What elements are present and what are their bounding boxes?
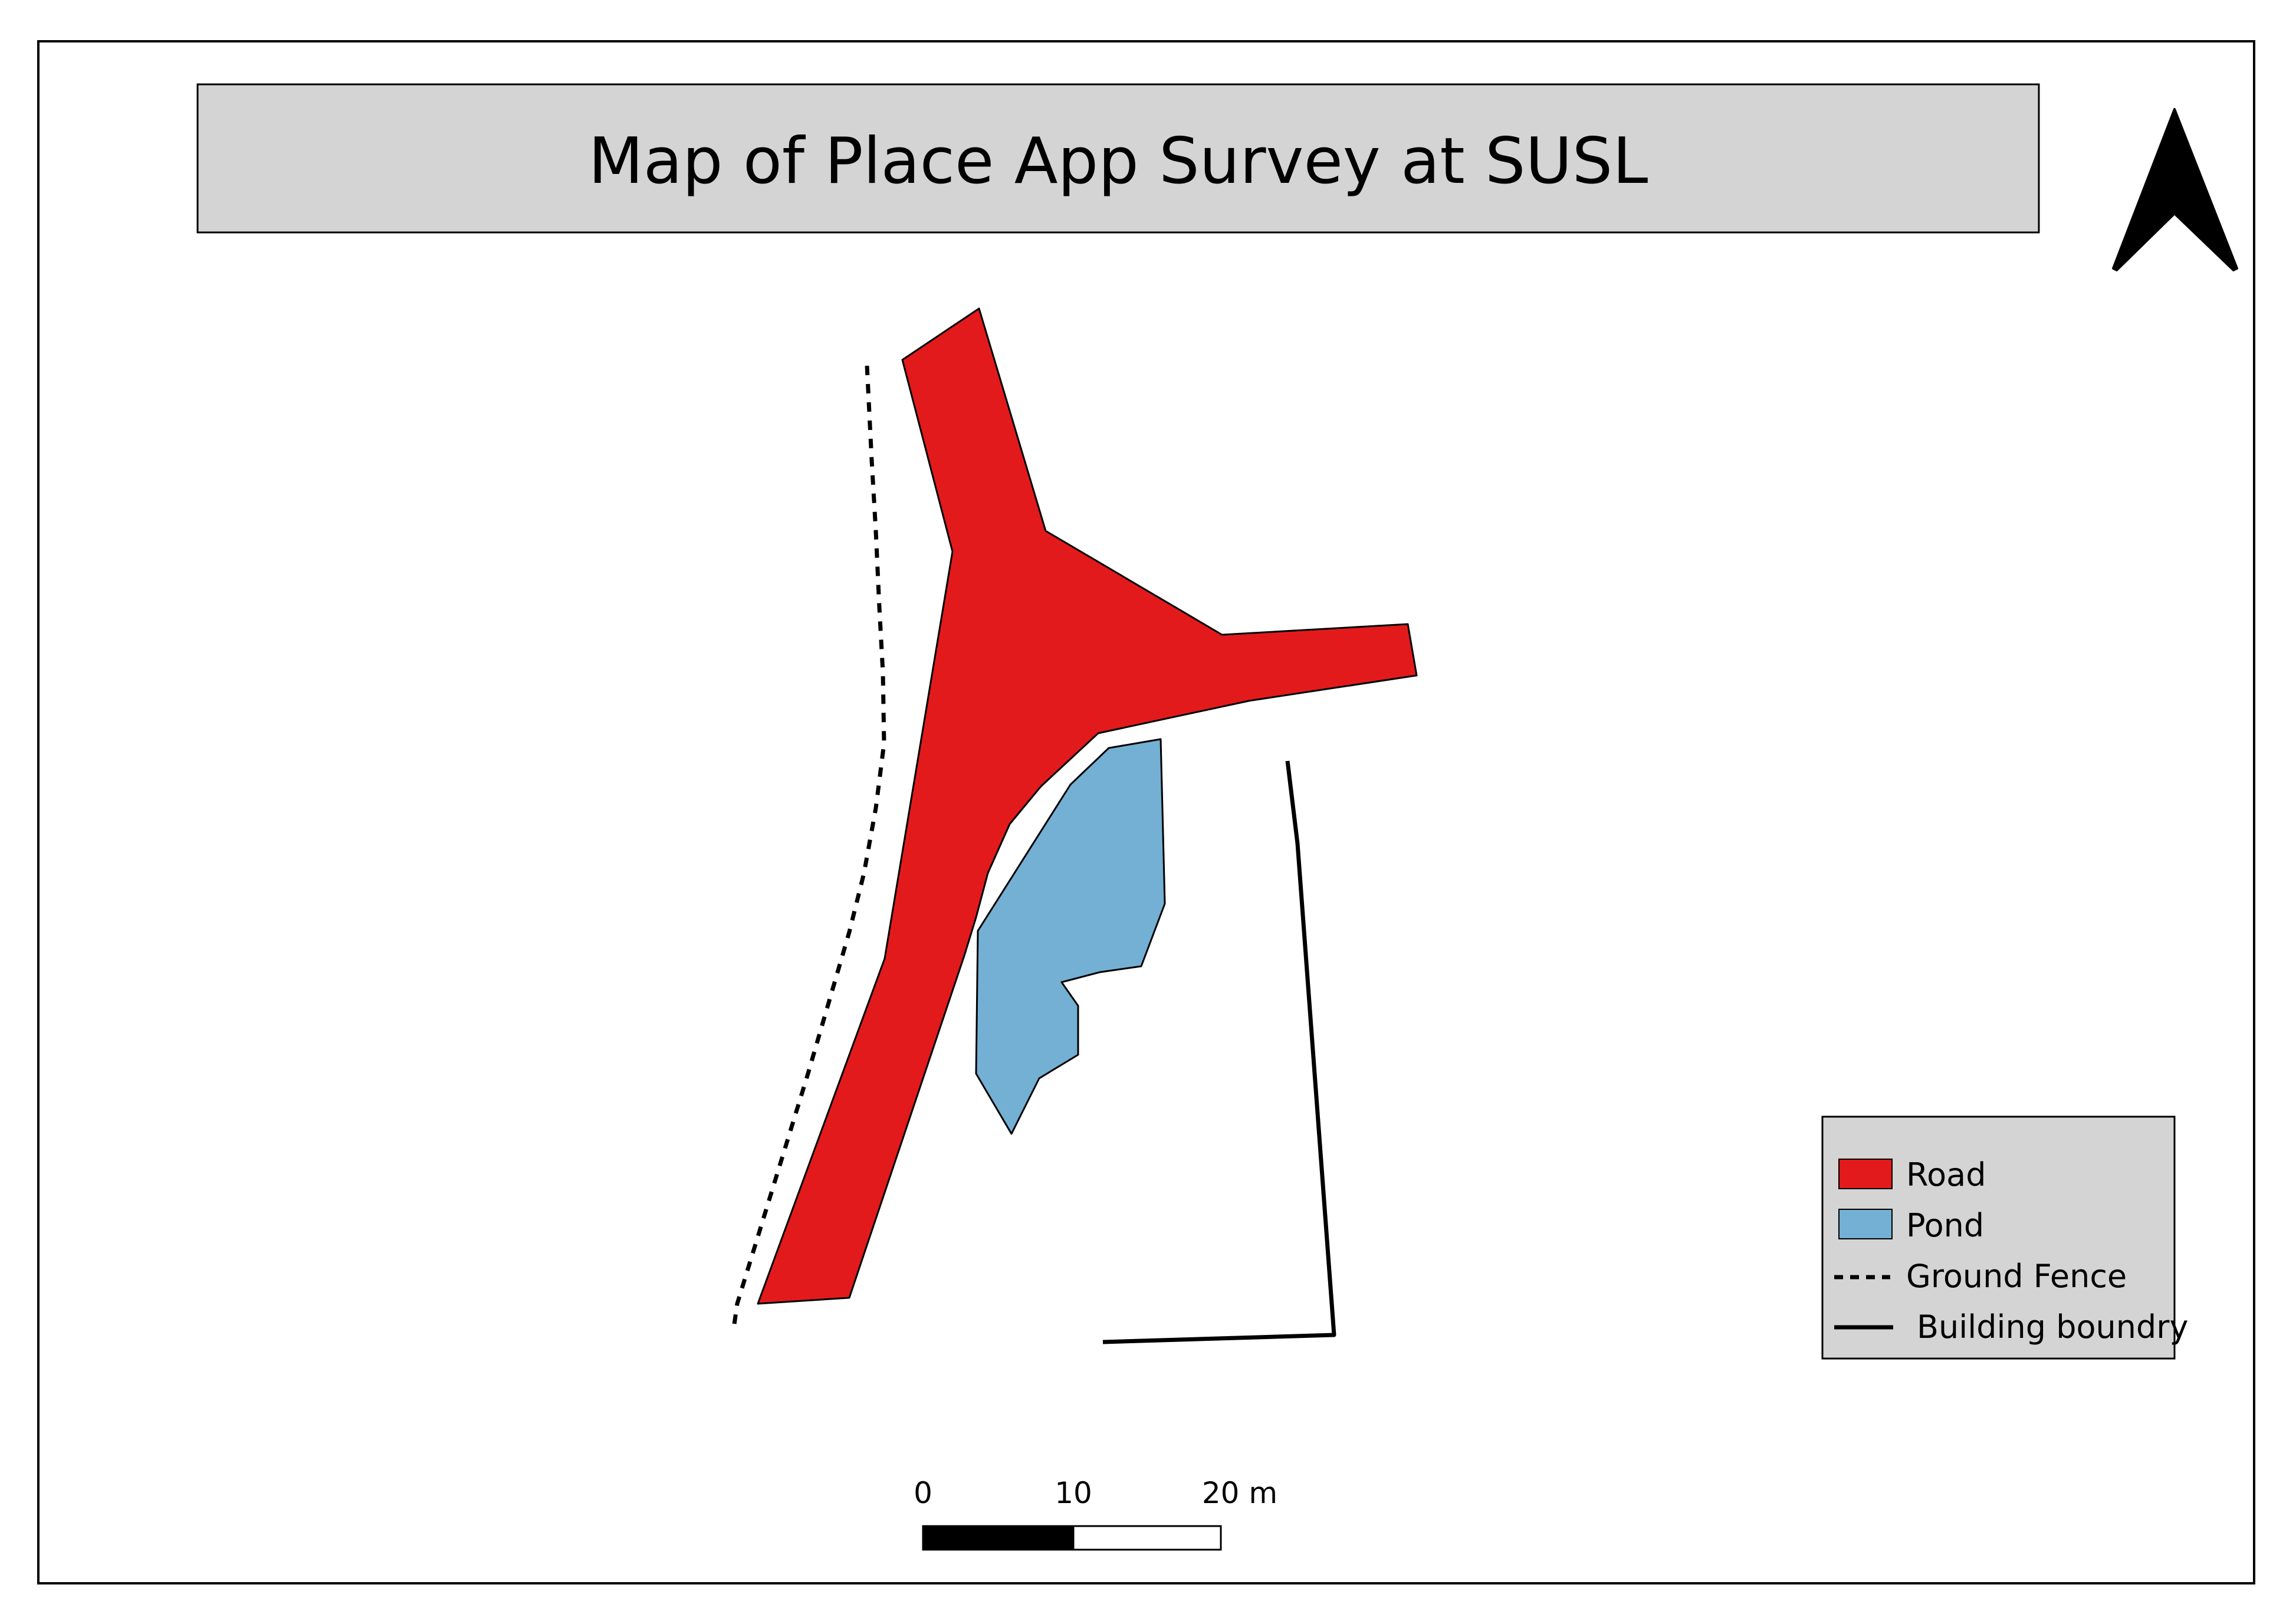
legend-label-building: Building boundry bbox=[1917, 1308, 2188, 1346]
scale-label-0: 0 bbox=[914, 1476, 932, 1510]
scale-label-10: 10 bbox=[1055, 1476, 1092, 1510]
ground-fence bbox=[732, 365, 886, 1325]
scale-segment-light bbox=[1072, 1525, 1222, 1551]
road-area bbox=[757, 307, 1418, 1305]
title-box: Map of Place App Survey at SUSL bbox=[196, 83, 2040, 234]
building-boundary bbox=[1102, 760, 1336, 1344]
legend-label-fence: Ground Fence bbox=[1906, 1258, 2127, 1295]
north-arrow-icon bbox=[2112, 108, 2238, 271]
legend-label-road: Road bbox=[1906, 1156, 1986, 1193]
scale-label-20: 20 m bbox=[1202, 1476, 1277, 1510]
scale-bar: 0 10 20 m bbox=[914, 1476, 1277, 1551]
legend: Road Pond Ground Fence Building boundry bbox=[1821, 1116, 2188, 1360]
legend-label-pond: Pond bbox=[1906, 1207, 1984, 1244]
scale-segment-dark bbox=[922, 1525, 1075, 1551]
legend-pond-swatch bbox=[1838, 1209, 1893, 1239]
pond-area bbox=[975, 738, 1166, 1135]
map-title: Map of Place App Survey at SUSL bbox=[589, 124, 1648, 198]
legend-road-swatch bbox=[1838, 1159, 1893, 1189]
